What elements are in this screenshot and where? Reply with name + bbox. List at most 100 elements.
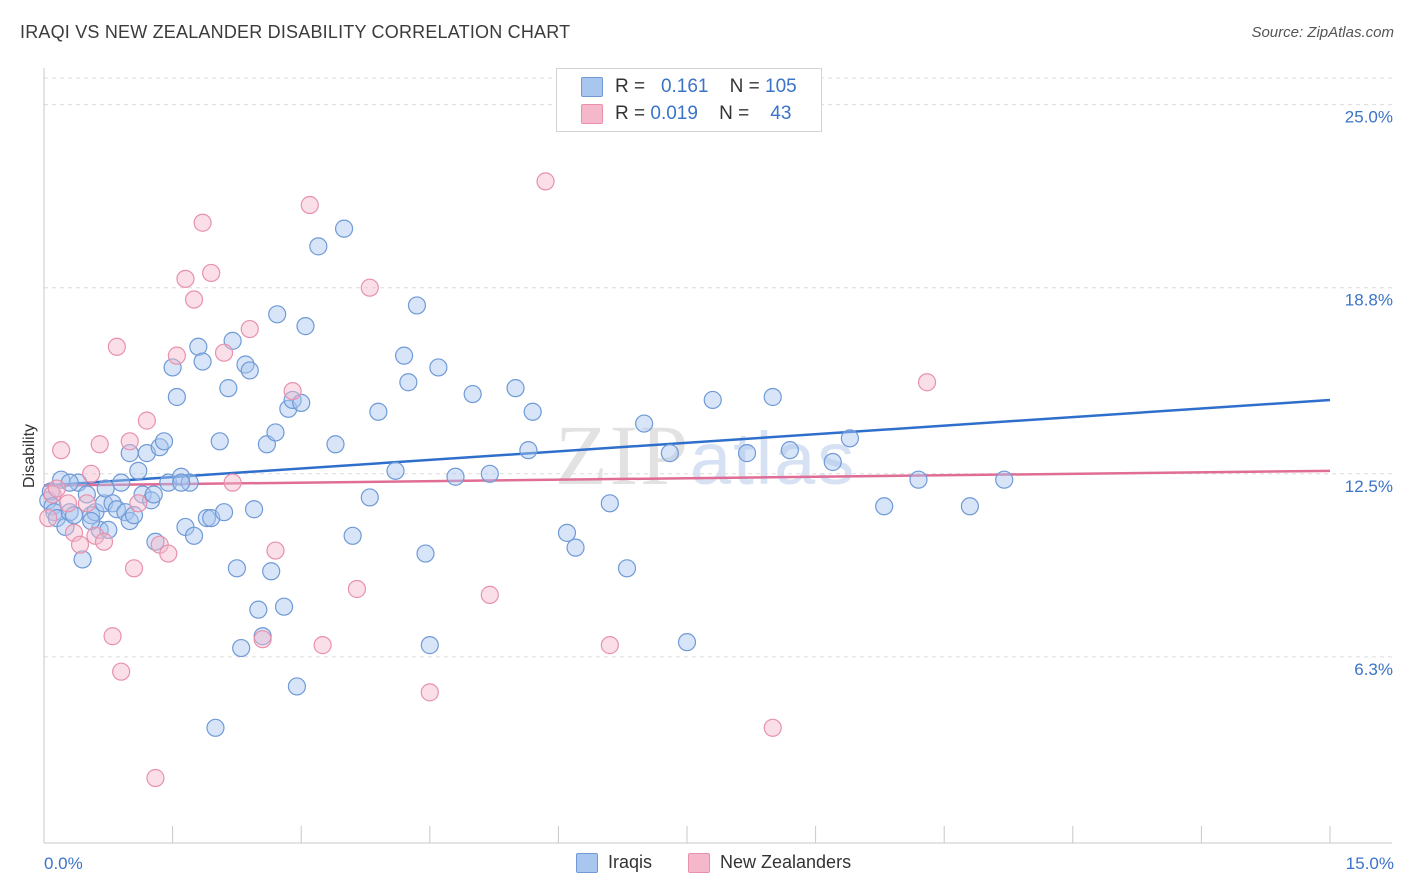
point-iraqis [416, 544, 435, 563]
bottom-swatch-nz [688, 852, 710, 873]
point-nz [347, 579, 367, 599]
point-iraqis [566, 538, 585, 557]
trend-line-iraqis [43, 398, 1331, 487]
point-iraqis [296, 317, 315, 336]
point-iraqis [189, 337, 208, 356]
point-nz [253, 630, 272, 649]
legend-n-label: N = [719, 103, 750, 124]
bottom-swatch-iraqis [576, 852, 598, 873]
point-iraqis [960, 497, 980, 516]
y-tick-label: 18.8% [1345, 291, 1393, 310]
point-nz [70, 535, 90, 554]
point-iraqis [73, 550, 92, 569]
point-nz [283, 381, 302, 401]
point-nz [112, 662, 131, 681]
legend: R = 0.161 N = 105 R = 0.019 N = 43 [556, 68, 822, 132]
point-iraqis [112, 473, 131, 492]
point-iraqis [995, 470, 1014, 489]
point-iraqis [124, 506, 144, 525]
point-iraqis [446, 467, 465, 486]
point-nz [202, 263, 221, 283]
point-iraqis [184, 526, 204, 545]
point-nz [214, 343, 234, 362]
data-points [39, 172, 1014, 788]
point-nz [763, 718, 782, 737]
legend-n-value: 105 [765, 76, 797, 97]
legend-swatch-nz [581, 104, 603, 124]
point-iraqis [635, 414, 654, 433]
point-iraqis [369, 402, 388, 421]
point-iraqis [677, 633, 697, 652]
point-iraqis [840, 429, 859, 448]
chart-source: Source: ZipAtlas.com [1251, 24, 1394, 41]
point-nz [536, 172, 555, 191]
point-iraqis [360, 488, 379, 507]
point-iraqis [244, 500, 264, 519]
point-nz [52, 441, 71, 460]
point-nz [120, 432, 139, 451]
y-tick-label: 6.3% [1354, 660, 1393, 679]
point-iraqis [600, 494, 619, 513]
point-iraqis [506, 379, 525, 398]
point-iraqis [266, 423, 285, 442]
point-iraqis [875, 497, 894, 516]
point-nz [77, 494, 96, 513]
point-nz [47, 479, 66, 498]
point-iraqis [197, 508, 216, 528]
point-iraqis [703, 390, 722, 410]
point-iraqis [343, 526, 362, 545]
point-iraqis [240, 361, 259, 380]
point-iraqis [193, 352, 212, 371]
point-iraqis [394, 346, 414, 365]
y-tick-label: 12.5% [1345, 477, 1393, 496]
bottom-legend-label: New Zealanders [720, 852, 852, 872]
point-nz [103, 627, 122, 646]
watermark: ZIPatlas [555, 405, 856, 505]
y-tick-label: 25.0% [1345, 108, 1393, 127]
point-iraqis [167, 387, 186, 407]
point-iraqis [463, 384, 482, 404]
point-nz [223, 473, 242, 492]
point-nz [107, 337, 126, 356]
point-iraqis [617, 559, 637, 578]
legend-swatch-iraqis [581, 77, 603, 97]
point-iraqis [274, 597, 294, 616]
point-iraqis [737, 444, 757, 463]
point-iraqis [206, 718, 225, 737]
point-nz [90, 435, 109, 454]
point-nz [58, 494, 78, 513]
point-iraqis [429, 358, 448, 377]
point-iraqis [249, 600, 268, 619]
point-iraqis [823, 452, 842, 472]
point-iraqis [523, 402, 542, 421]
point-nz [420, 683, 439, 702]
point-iraqis [557, 523, 577, 542]
legend-row-nz: R = 0.019 N = 43 [581, 102, 791, 126]
point-iraqis [399, 373, 418, 392]
point-iraqis [163, 358, 182, 377]
point-nz [94, 532, 114, 551]
point-iraqis [268, 305, 287, 324]
point-iraqis [219, 379, 238, 398]
point-nz [313, 636, 332, 655]
x-tick-label: 15.0% [1346, 854, 1394, 873]
point-iraqis [386, 461, 405, 480]
point-iraqis [82, 511, 101, 531]
watermark-atlas: atlas [690, 417, 857, 500]
point-iraqis [480, 464, 499, 483]
point-nz [124, 559, 144, 578]
point-nz [240, 319, 259, 339]
point-nz [917, 373, 937, 392]
point-nz [129, 494, 148, 513]
point-nz [159, 544, 178, 563]
point-iraqis [172, 473, 191, 492]
legend-r-label: R = [615, 76, 646, 97]
point-iraqis [763, 387, 782, 407]
point-iraqis [129, 461, 148, 480]
point-nz [193, 213, 212, 232]
legend-n-value: 43 [770, 103, 792, 124]
point-iraqis [407, 296, 427, 315]
point-iraqis [309, 237, 328, 256]
point-iraqis [909, 470, 928, 489]
point-iraqis [420, 636, 439, 655]
